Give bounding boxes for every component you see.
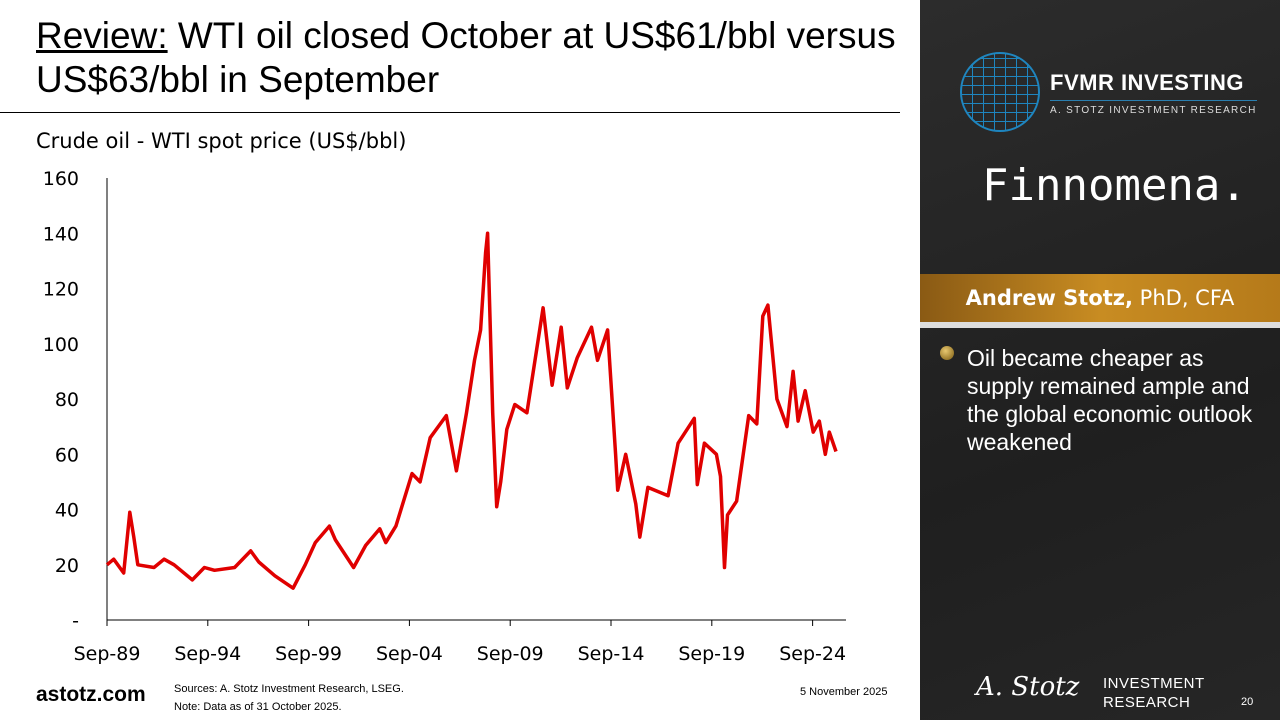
author-name: Andrew Stotz, [965,286,1133,310]
x-tick-label: Sep-04 [376,643,443,665]
bullet-icon [940,346,954,360]
y-tick-label: 40 [55,500,79,522]
bullet-text: Oil became cheaper as supply remained am… [967,345,1253,455]
chart-title: Crude oil - WTI spot price (US$/bbl) [36,129,406,153]
title-divider [0,112,900,113]
y-tick-label: 100 [43,334,79,356]
globe-logo-icon [960,52,1040,132]
y-tick-label: 120 [43,279,79,301]
x-tick-label: Sep-99 [275,643,342,665]
x-tick-label: Sep-09 [477,643,544,665]
x-tick-label: Sep-89 [74,643,141,665]
logo-title: FVMR INVESTING [1050,70,1245,95]
line-chart: Crude oil - WTI spot price (US$/bbl) - 20… [36,129,846,665]
y-tick-label: - [72,610,79,632]
footer-url[interactable]: astotz.com [36,683,146,706]
sources-text: Sources: A. Stotz Investment Research, L… [174,683,404,695]
slide-title: Review: WTI oil closed October at US$61/… [36,14,916,102]
title-text: WTI oil closed October at US$61/bbl vers… [36,15,896,100]
signature-logo: A. Stotz [976,672,1080,702]
series-line-wti [105,231,838,590]
partner-logo: Finnomena. [982,160,1247,211]
note-text: Note: Data as of 31 October 2025. [174,701,342,713]
y-tick-label: 140 [43,223,79,245]
y-tick-label: 20 [55,555,79,577]
footer-notes: Sources: A. Stotz Investment Research, L… [174,680,404,716]
y-tick-label: 80 [55,389,79,411]
brand-line-1: INVESTMENT [1103,675,1205,692]
page-number: 20 [1241,696,1254,708]
x-tick-label: Sep-19 [678,643,745,665]
slide-date: 5 November 2025 [800,686,888,698]
y-tick-label: 60 [55,444,79,466]
brand-line-2: RESEARCH [1103,694,1191,711]
title-prefix: Review: [36,15,168,56]
brand-text: INVESTMENT RESEARCH [1103,674,1205,712]
band-shadow [920,322,1280,328]
x-tick-label: Sep-24 [779,643,846,665]
logo-subtitle: A. STOTZ INVESTMENT RESEARCH [1050,100,1257,116]
author-band: Andrew Stotz, PhD, CFA [920,274,1280,322]
x-tick-label: Sep-94 [174,643,241,665]
x-tick-label: Sep-14 [578,643,645,665]
author-credentials: PhD, CFA [1133,286,1235,310]
y-tick-label: 160 [43,168,79,190]
